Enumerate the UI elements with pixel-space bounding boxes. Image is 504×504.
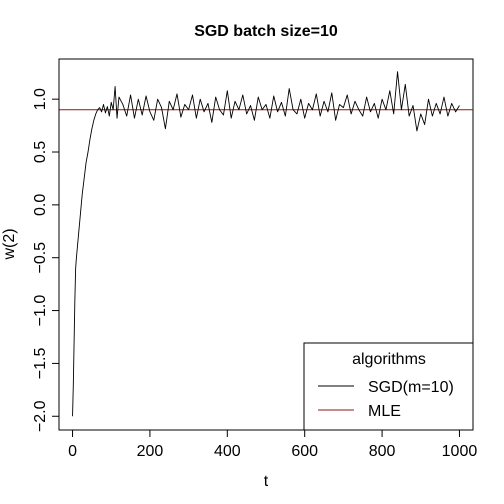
chart-title: SGD batch size=10 bbox=[194, 23, 338, 40]
legend-title: algorithms bbox=[352, 351, 426, 368]
x-tick-label: 400 bbox=[214, 443, 241, 460]
x-tick-label: 800 bbox=[369, 443, 396, 460]
legend-label-sgd: SGD(m=10) bbox=[368, 379, 454, 396]
y-axis-label: w(2) bbox=[1, 228, 18, 260]
x-tick-label: 0 bbox=[68, 443, 77, 460]
legend: algorithms SGD(m=10) MLE bbox=[303, 342, 474, 431]
y-tick-label: −1.5 bbox=[32, 348, 49, 380]
y-tick-label: 0.5 bbox=[32, 141, 49, 163]
y-tick-label: −2.0 bbox=[32, 400, 49, 432]
legend-label-mle: MLE bbox=[368, 403, 401, 420]
x-tick-label: 1000 bbox=[442, 443, 478, 460]
y-tick-label: 0.0 bbox=[32, 194, 49, 216]
y-tick-label: −0.5 bbox=[32, 242, 49, 274]
sgd-series bbox=[72, 71, 460, 417]
x-axis: 0 200 400 600 800 1000 bbox=[68, 429, 478, 460]
y-axis: −2.0 −1.5 −1.0 −0.5 0.0 0.5 1.0 bbox=[32, 88, 60, 432]
x-axis-label: t bbox=[264, 473, 269, 490]
x-tick-label: 200 bbox=[137, 443, 164, 460]
x-tick-label: 600 bbox=[291, 443, 318, 460]
y-tick-label: 1.0 bbox=[32, 88, 49, 110]
series-line-sgd bbox=[72, 71, 460, 417]
y-tick-label: −1.0 bbox=[32, 295, 49, 327]
